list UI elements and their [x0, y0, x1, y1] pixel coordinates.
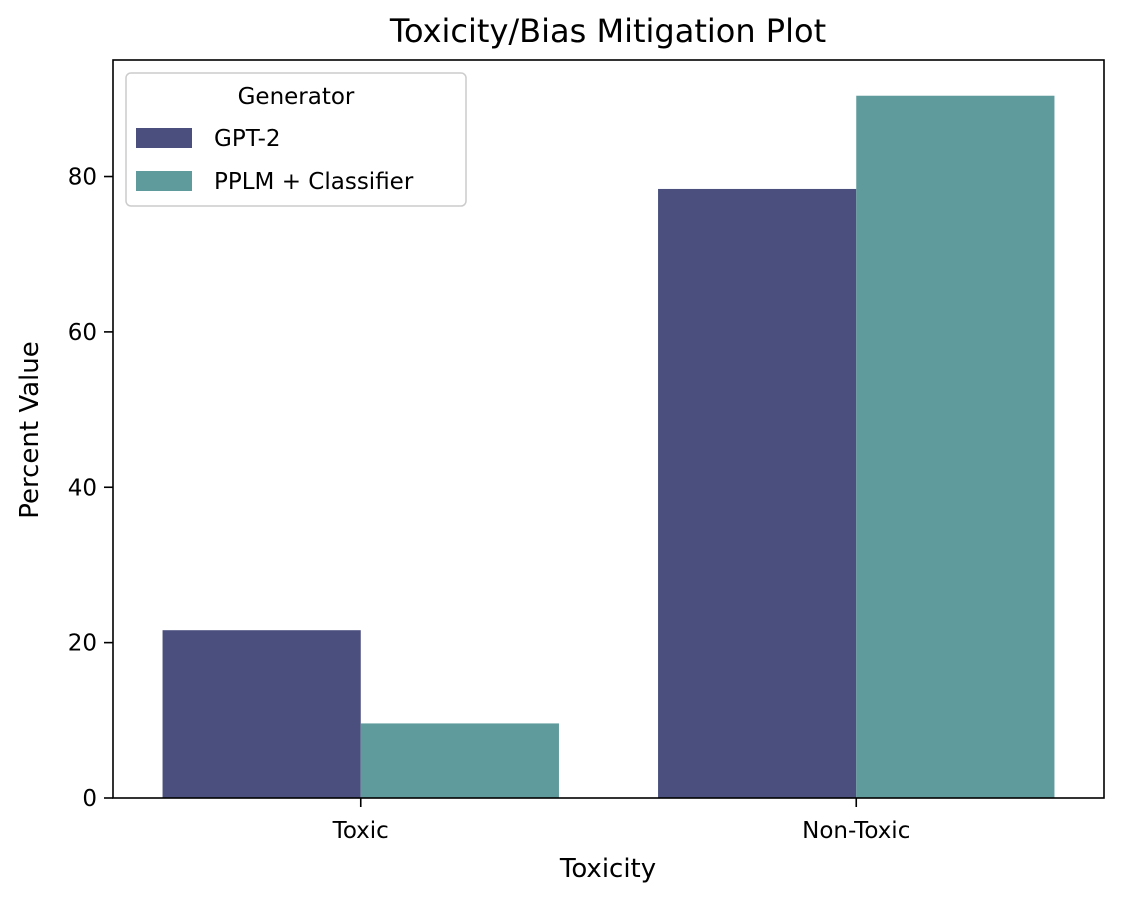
x-tick-label: Toxic	[332, 818, 389, 844]
bar-pplm-classifier-toxic	[360, 723, 559, 798]
y-axis-label: Percent Value	[15, 341, 45, 519]
bar-gpt-2-non-toxic	[658, 188, 857, 798]
legend: Generator GPT-2 PPLM + Classifier	[125, 72, 467, 207]
legend-swatch-gpt2	[136, 128, 192, 148]
plot-frame	[112, 59, 1105, 799]
y-tick-label: 60	[68, 320, 97, 346]
y-tick-label: 80	[68, 165, 97, 191]
legend-label-pplm: PPLM + Classifier	[214, 169, 414, 195]
legend-box	[125, 72, 467, 207]
x-axis-label: Toxicity	[559, 854, 656, 884]
y-axis-ticks: 0 20 40 60 80	[68, 165, 113, 812]
legend-label-gpt2: GPT-2	[214, 126, 281, 152]
y-tick-label: 0	[82, 786, 97, 812]
bar-pplm-classifier-non-toxic	[856, 95, 1055, 798]
legend-title: Generator	[238, 84, 355, 110]
x-tick-label: Non-Toxic	[802, 818, 910, 844]
bars-group	[162, 95, 1055, 798]
y-tick-label: 20	[68, 631, 97, 657]
chart-title: Toxicity/Bias Mitigation Plot	[389, 12, 826, 50]
y-tick-label: 40	[68, 475, 97, 501]
bar-gpt-2-toxic	[162, 630, 361, 798]
x-axis-ticks: Toxic Non-Toxic	[332, 798, 910, 844]
legend-swatch-pplm	[136, 171, 192, 191]
